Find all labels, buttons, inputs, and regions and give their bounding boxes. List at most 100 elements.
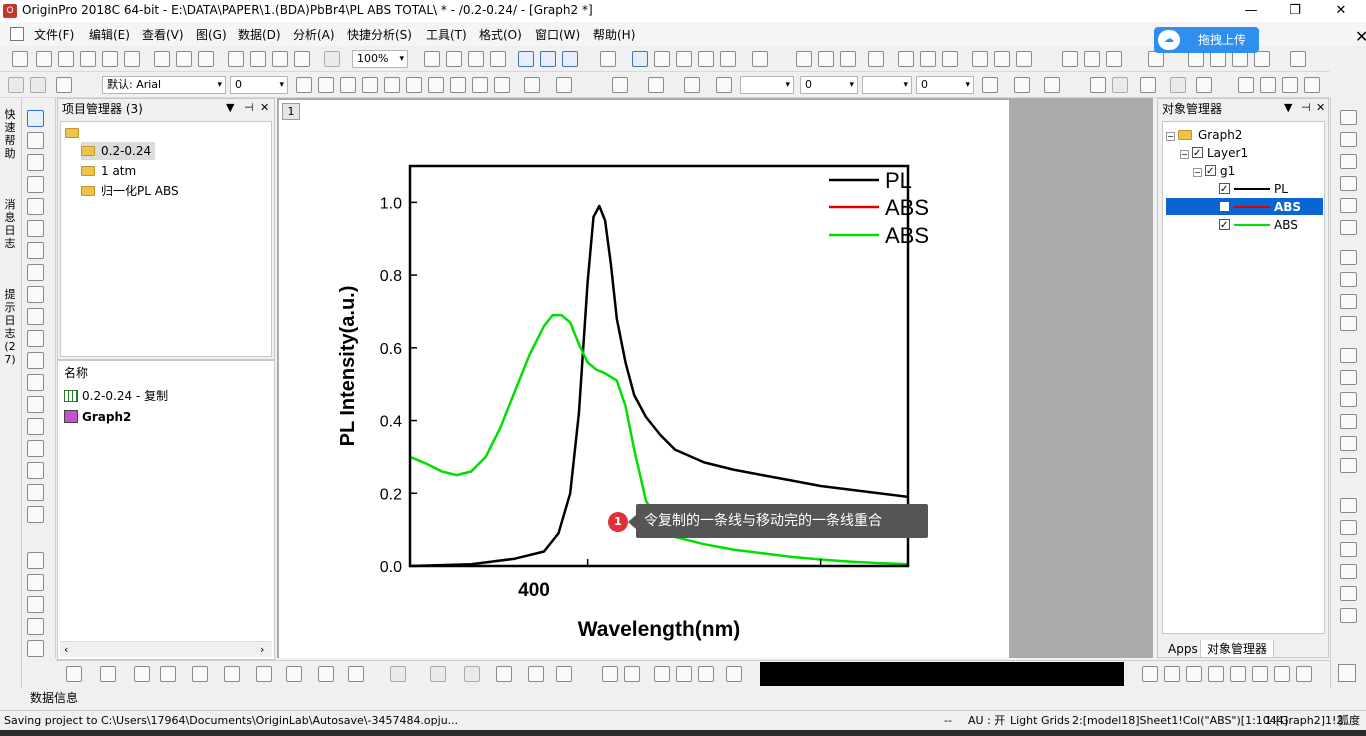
checkbox-icon[interactable]	[1205, 163, 1216, 181]
menu-data[interactable]: 数据(D)	[238, 28, 281, 42]
lock-icon[interactable]	[1196, 77, 1212, 93]
unmerge-icon[interactable]	[1112, 77, 1128, 93]
hatch-icon[interactable]	[982, 77, 998, 93]
om-plot-abs-green[interactable]: ABS	[1219, 216, 1298, 235]
axis-left-icon[interactable]	[1340, 348, 1357, 363]
new-sheet-icon[interactable]	[80, 51, 96, 67]
insert-image-icon[interactable]	[27, 462, 44, 479]
prev-page-icon[interactable]	[1210, 51, 1226, 67]
cut-icon[interactable]	[8, 77, 24, 93]
line-width-select[interactable]: 0	[800, 76, 858, 94]
om-layer-node[interactable]: −Layer1	[1180, 144, 1248, 163]
line-color-icon[interactable]	[684, 77, 700, 93]
checkbox-icon[interactable]	[1219, 181, 1230, 199]
insert-graph-icon[interactable]	[27, 440, 44, 457]
data-info-tab[interactable]: 数据信息	[30, 691, 79, 705]
cloud-close-icon[interactable]: ✕	[1355, 27, 1366, 46]
collapse-icon[interactable]: −	[1166, 132, 1175, 141]
new-layout-icon[interactable]	[176, 51, 192, 67]
menu-format[interactable]: 格式(O)	[479, 28, 522, 42]
menu-tools[interactable]: 工具(T)	[426, 28, 467, 42]
om-graph-node[interactable]: − Graph2	[1166, 128, 1243, 142]
list-header-name[interactable]: 名称	[64, 366, 89, 380]
font-size-select[interactable]: 0	[230, 76, 288, 94]
x-axis-title[interactable]: Wavelength(nm)	[578, 618, 741, 641]
object-edit-2-icon[interactable]	[1164, 666, 1180, 682]
data-selector-icon[interactable]	[27, 220, 44, 237]
list-item-workbook[interactable]: 0.2-0.24 - 复制	[64, 387, 168, 405]
layer-tool-icon[interactable]	[27, 484, 44, 501]
checkbox-icon[interactable]	[1192, 145, 1203, 163]
tab-hint-log[interactable]: 提示日志 (27)	[4, 288, 16, 366]
timestamp-icon[interactable]	[27, 640, 44, 657]
object-edit-7-icon[interactable]	[1274, 666, 1290, 682]
scroll-right-icon[interactable]: ›	[260, 643, 265, 656]
bar-plot-icon[interactable]	[920, 51, 936, 67]
scroll-left-icon[interactable]: ‹	[64, 643, 69, 656]
axis-double-icon[interactable]	[1340, 436, 1357, 451]
legend-icon[interactable]	[27, 596, 44, 613]
area-plot-icon[interactable]	[256, 666, 272, 682]
copy-icon[interactable]	[30, 77, 46, 93]
object-edit-8-icon[interactable]	[1296, 666, 1312, 682]
object-align-5-icon[interactable]	[1340, 586, 1357, 601]
image-plot-icon[interactable]	[528, 666, 544, 682]
brightness-icon[interactable]	[716, 77, 732, 93]
menu-help[interactable]: 帮助(H)	[593, 28, 636, 42]
menu-analysis[interactable]: 分析(A)	[293, 28, 335, 42]
3d-surface-icon[interactable]	[390, 666, 406, 682]
z-axis-icon[interactable]	[1106, 51, 1122, 67]
new-notes-icon[interactable]	[154, 51, 170, 67]
collapse-icon[interactable]: −	[1180, 150, 1189, 159]
dataset-icon[interactable]	[1290, 51, 1306, 67]
refresh-icon[interactable]	[698, 51, 714, 67]
code-builder-icon[interactable]	[518, 51, 534, 67]
zoom-tool-icon[interactable]	[27, 132, 44, 149]
contour-icon[interactable]	[496, 666, 512, 682]
results-log-icon[interactable]	[540, 51, 556, 67]
om-group-node[interactable]: −g1	[1193, 162, 1235, 181]
save-project-icon[interactable]	[272, 51, 288, 67]
rescale-2-icon[interactable]	[27, 574, 44, 591]
3d-scatter-icon[interactable]	[464, 666, 480, 682]
subscript-icon[interactable]	[384, 77, 400, 93]
restore-button[interactable]: ❐	[1289, 3, 1301, 18]
box-chart-icon[interactable]	[224, 666, 240, 682]
italic-icon[interactable]	[318, 77, 334, 93]
menu-file[interactable]: 文件(F)	[34, 28, 75, 42]
sheet-tool-icon[interactable]	[1238, 77, 1254, 93]
font-select[interactable]: 默认: Arial	[102, 76, 226, 94]
sheet-tool-2-icon[interactable]	[1260, 77, 1276, 93]
status-grids[interactable]: Light Grids	[1010, 714, 1070, 727]
axis-scale-icon[interactable]	[1340, 154, 1357, 169]
new-matrix-icon[interactable]	[58, 51, 74, 67]
x-axis-icon[interactable]	[1062, 51, 1078, 67]
axis-tool-icon[interactable]	[27, 618, 44, 635]
3d-plot-icon[interactable]	[348, 666, 364, 682]
layer-panel-icon[interactable]	[1340, 316, 1357, 331]
collapse-icon[interactable]: −	[1193, 168, 1202, 177]
line-tool-icon[interactable]	[27, 374, 44, 391]
zoom-out-tool-icon[interactable]	[27, 154, 44, 171]
line-width-select-2[interactable]: 0	[916, 76, 974, 94]
axis-break-icon[interactable]	[1340, 132, 1357, 147]
first-page-icon[interactable]	[1188, 51, 1204, 67]
pattern-select[interactable]	[862, 76, 912, 94]
stock-plot-icon[interactable]	[318, 666, 334, 682]
status-au[interactable]: AU : 开	[968, 714, 1006, 727]
copy-format-icon[interactable]	[27, 506, 44, 523]
merge-icon[interactable]	[1090, 77, 1106, 93]
bold-icon[interactable]	[296, 77, 312, 93]
statistics-icon[interactable]	[840, 51, 856, 67]
layer-arrange-icon[interactable]	[1340, 110, 1357, 125]
rotate-icon[interactable]	[1340, 198, 1357, 213]
checkbox-icon[interactable]	[1219, 217, 1230, 235]
screen-reader-icon[interactable]	[27, 176, 44, 193]
mask-tool-2-icon[interactable]	[624, 666, 640, 682]
fill-color-icon[interactable]	[612, 77, 628, 93]
data-reader-icon[interactable]	[27, 198, 44, 215]
object-edit-3-icon[interactable]	[1186, 666, 1202, 682]
arrow-tool-icon[interactable]	[27, 352, 44, 369]
axis-top-icon[interactable]	[1340, 370, 1357, 385]
mask-tool-5-icon[interactable]	[698, 666, 714, 682]
